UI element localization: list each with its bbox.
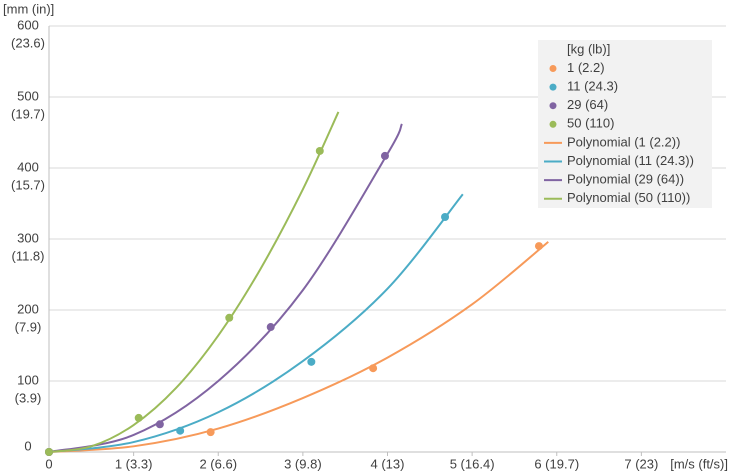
- trendline: [48, 193, 464, 453]
- y-tick-label: (11.8): [12, 248, 45, 263]
- y-tick-label: 400: [17, 159, 39, 174]
- y-tick-label: (19.7): [11, 106, 45, 121]
- data-point: [307, 357, 316, 366]
- data-point: [266, 323, 275, 332]
- x-tick-label: 2 (6.6): [199, 456, 237, 471]
- trendline: [48, 123, 403, 453]
- y-tick-label: 500: [17, 88, 39, 103]
- data-point: [45, 448, 53, 456]
- x-tick-label: 6 (19.7): [534, 456, 579, 471]
- trendline: [48, 111, 340, 453]
- x-axis-label: [m/s (ft/s)]: [670, 456, 728, 471]
- data-point: [315, 146, 324, 155]
- data-point: [369, 364, 378, 373]
- data-point: [134, 413, 143, 422]
- y-tick-label: (23.6): [11, 35, 45, 50]
- legend-box: [538, 40, 712, 208]
- x-tick-label: 7 (23): [624, 456, 658, 471]
- legend-marker: [549, 102, 557, 110]
- y-axis-label: [mm (in)]: [3, 1, 54, 16]
- data-point: [176, 426, 185, 435]
- legend-label: 1 (2.2): [567, 60, 605, 75]
- legend: [kg (lb)] 1 (2.2) 11 (24.3) 29 (64) 50 (110)…: [538, 40, 712, 208]
- trendline: [48, 241, 549, 453]
- y-tick-label: 100: [17, 372, 39, 387]
- grid: [49, 25, 726, 453]
- legend-label: Polynomial (11 (24.3)): [567, 153, 694, 168]
- legend-label: 11 (24.3): [567, 79, 618, 94]
- legend-marker: [549, 120, 557, 128]
- x-tick-label: 1 (3.3): [115, 456, 153, 471]
- legend-label: Polynomial (50 (110)): [567, 190, 690, 205]
- x-tick-label: 4 (13): [371, 456, 405, 471]
- legend-label: Polynomial (1 (2.2)): [567, 134, 680, 149]
- legend-label: 29 (64): [567, 97, 608, 112]
- data-point: [206, 428, 215, 437]
- y-tick-label: 0: [24, 438, 31, 453]
- y-tick-label: 300: [17, 230, 39, 245]
- data-point: [380, 151, 389, 160]
- x-tick-label: 5 (16.4): [450, 456, 495, 471]
- legend-marker: [549, 83, 557, 91]
- y-tick-label: 600: [17, 17, 39, 32]
- y-tick-label: 200: [17, 301, 39, 316]
- legend-marker: [549, 65, 557, 72]
- legend-title: [kg (lb)]: [567, 41, 610, 56]
- data-point: [441, 212, 450, 221]
- x-tick-label: 0: [45, 456, 52, 471]
- legend-label: 50 (110): [567, 116, 614, 131]
- x-tick-label: 3 (9.8): [284, 456, 322, 471]
- data-point: [155, 420, 164, 429]
- legend-label: Polynomial (29 (64)): [567, 172, 684, 187]
- y-tick-label: (7.9): [15, 319, 42, 334]
- y-tick-label: (3.9): [15, 390, 42, 405]
- data-point: [534, 242, 543, 251]
- y-tick-label: (15.7): [11, 177, 45, 192]
- data-point: [225, 313, 234, 322]
